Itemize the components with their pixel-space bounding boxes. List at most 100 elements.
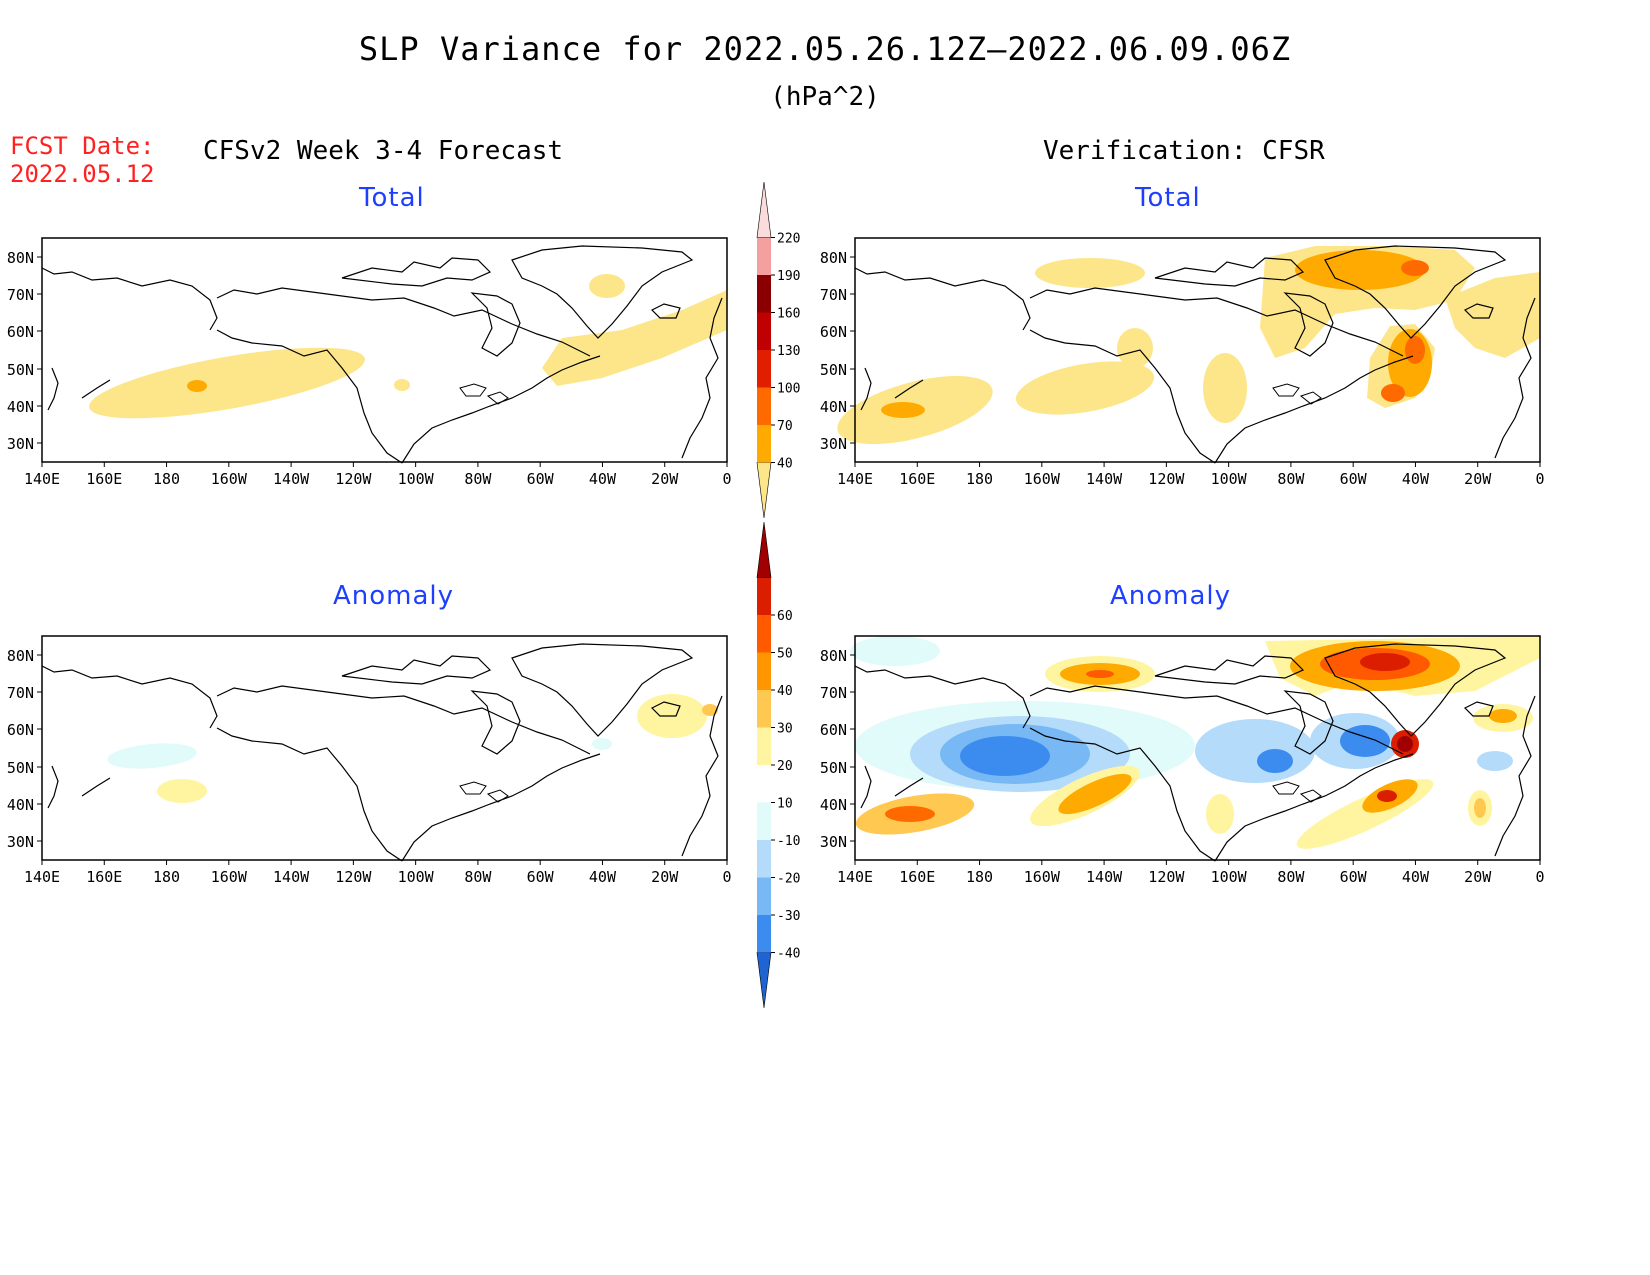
total-colorbar-label: 160 xyxy=(777,307,800,322)
total-colorbar-label: 220 xyxy=(777,232,800,247)
anomaly-colorbar-swatch xyxy=(757,577,771,615)
forecast-anomaly-subtitle: Anomaly xyxy=(333,581,455,611)
total-colorbar-swatch xyxy=(756,462,772,519)
anomaly-colorbar-label: -10 xyxy=(777,834,800,849)
lon-tick-label: 20W xyxy=(1464,868,1492,886)
anomaly-colorbar-swatch xyxy=(756,952,772,1009)
lon-tick-label: 140W xyxy=(1086,470,1123,488)
anomaly-colorbar-swatch xyxy=(757,615,771,653)
lat-tick-label: 30N xyxy=(820,435,847,453)
lon-tick-label: 60W xyxy=(527,868,555,886)
lon-tick-label: 180 xyxy=(966,868,993,886)
lat-tick-label: 80N xyxy=(820,249,847,267)
lon-tick-label: 40W xyxy=(589,470,617,488)
total-colorbar-swatch xyxy=(757,312,771,350)
lat-tick-label: 60N xyxy=(7,323,34,341)
lon-tick-label: 140W xyxy=(273,470,310,488)
lon-tick-label: 40W xyxy=(1402,470,1430,488)
verification-total-subtitle: Total xyxy=(1135,183,1201,213)
lon-tick-label: 0 xyxy=(722,868,731,886)
map-axes: 80N 70N 60N 50N 40N 30N 140E 160E 180 160W 140W 120… xyxy=(7,249,1545,886)
lon-tick-label: 140W xyxy=(1086,868,1123,886)
fcst-date-value: 2022.05.12 xyxy=(10,160,155,188)
lat-tick-label: 70N xyxy=(820,286,847,304)
lon-tick-label: 160E xyxy=(899,868,935,886)
fcst-date-label: FCST Date: xyxy=(10,132,155,160)
anomaly-colorbar-swatch xyxy=(757,765,771,803)
lon-tick-label: 160E xyxy=(86,470,122,488)
colorbars: 40 70 100 130 160 190 220 -40 -30 -20 -10 10 20 30 40 5… xyxy=(756,181,800,1009)
lat-tick-label: 40N xyxy=(820,398,847,416)
lat-tick-label: 60N xyxy=(820,323,847,341)
total-colorbar-swatch xyxy=(756,181,772,238)
lon-tick-label: 160W xyxy=(1024,868,1061,886)
anomaly-colorbar-label: 10 xyxy=(777,797,793,812)
lon-tick-label: 140W xyxy=(273,868,310,886)
lat-tick-label: 60N xyxy=(820,721,847,739)
anomaly-colorbar-label: 60 xyxy=(777,609,793,624)
lon-tick-label: 20W xyxy=(651,868,679,886)
lon-tick-label: 0 xyxy=(1535,470,1544,488)
anomaly-colorbar-label: -20 xyxy=(777,872,800,887)
lon-tick-label: 100W xyxy=(1211,868,1248,886)
total-colorbar-label: 130 xyxy=(777,344,800,359)
anomaly-colorbar-swatch xyxy=(757,802,771,840)
lat-tick-label: 50N xyxy=(7,361,34,379)
lat-tick-label: 40N xyxy=(7,796,34,814)
total-colorbar-swatch xyxy=(757,275,771,313)
lon-tick-label: 100W xyxy=(398,868,435,886)
total-colorbar-label: 190 xyxy=(777,269,800,284)
verification-anomaly-panel xyxy=(850,635,1541,862)
forecast-total-subtitle: Total xyxy=(359,183,425,213)
anomaly-colorbar-swatch xyxy=(757,652,771,690)
forecast-header: CFSv2 Week 3-4 Forecast xyxy=(203,136,564,166)
lon-tick-label: 60W xyxy=(527,470,555,488)
lon-tick-label: 140E xyxy=(24,868,60,886)
total-colorbar-label: 100 xyxy=(777,382,800,397)
lat-tick-label: 60N xyxy=(7,721,34,739)
lat-tick-label: 70N xyxy=(820,684,847,702)
verification-header: Verification: CFSR xyxy=(1043,136,1325,166)
anomaly-colorbar-label: 50 xyxy=(777,647,793,662)
anomaly-colorbar-swatch xyxy=(757,877,771,915)
lon-tick-label: 80W xyxy=(1277,470,1305,488)
lat-tick-label: 80N xyxy=(7,647,34,665)
anomaly-colorbar-label: 30 xyxy=(777,722,793,737)
lon-tick-label: 80W xyxy=(1277,868,1305,886)
page-title: SLP Variance for 2022.05.26.12Z—2022.06.… xyxy=(358,30,1292,68)
lon-tick-label: 0 xyxy=(722,470,731,488)
lat-tick-label: 50N xyxy=(7,759,34,777)
anomaly-colorbar-label: 20 xyxy=(777,759,793,774)
lat-tick-label: 80N xyxy=(820,647,847,665)
lat-tick-label: 70N xyxy=(7,286,34,304)
lat-tick-label: 30N xyxy=(7,833,34,851)
anomaly-colorbar-swatch xyxy=(757,915,771,953)
lon-tick-label: 120W xyxy=(1148,470,1185,488)
lat-tick-label: 40N xyxy=(7,398,34,416)
anomaly-colorbar-swatch xyxy=(757,840,771,878)
lon-tick-label: 20W xyxy=(1464,470,1492,488)
forecast-total-panel xyxy=(41,237,728,464)
total-colorbar-swatch xyxy=(757,387,771,425)
lon-tick-label: 180 xyxy=(153,470,180,488)
lon-tick-label: 140E xyxy=(837,470,873,488)
lon-tick-label: 160E xyxy=(86,868,122,886)
anomaly-colorbar-label: 40 xyxy=(777,684,793,699)
anomaly-colorbar-label: -30 xyxy=(777,909,800,924)
lon-tick-label: 160W xyxy=(211,470,248,488)
anomaly-colorbar-swatch xyxy=(757,727,771,765)
lon-tick-label: 160W xyxy=(1024,470,1061,488)
anomaly-colorbar-swatch xyxy=(756,521,772,578)
units-label: (hPa^2) xyxy=(770,82,880,112)
lon-tick-label: 120W xyxy=(1148,868,1185,886)
lon-tick-label: 0 xyxy=(1535,868,1544,886)
lon-tick-label: 40W xyxy=(1402,868,1430,886)
lat-tick-label: 50N xyxy=(820,361,847,379)
verification-total-panel xyxy=(837,237,1541,464)
lon-tick-label: 100W xyxy=(398,470,435,488)
lon-tick-label: 160E xyxy=(899,470,935,488)
total-colorbar-label: 70 xyxy=(777,419,793,434)
verification-anomaly-subtitle: Anomaly xyxy=(1110,581,1232,611)
lat-tick-label: 30N xyxy=(820,833,847,851)
lon-tick-label: 100W xyxy=(1211,470,1248,488)
